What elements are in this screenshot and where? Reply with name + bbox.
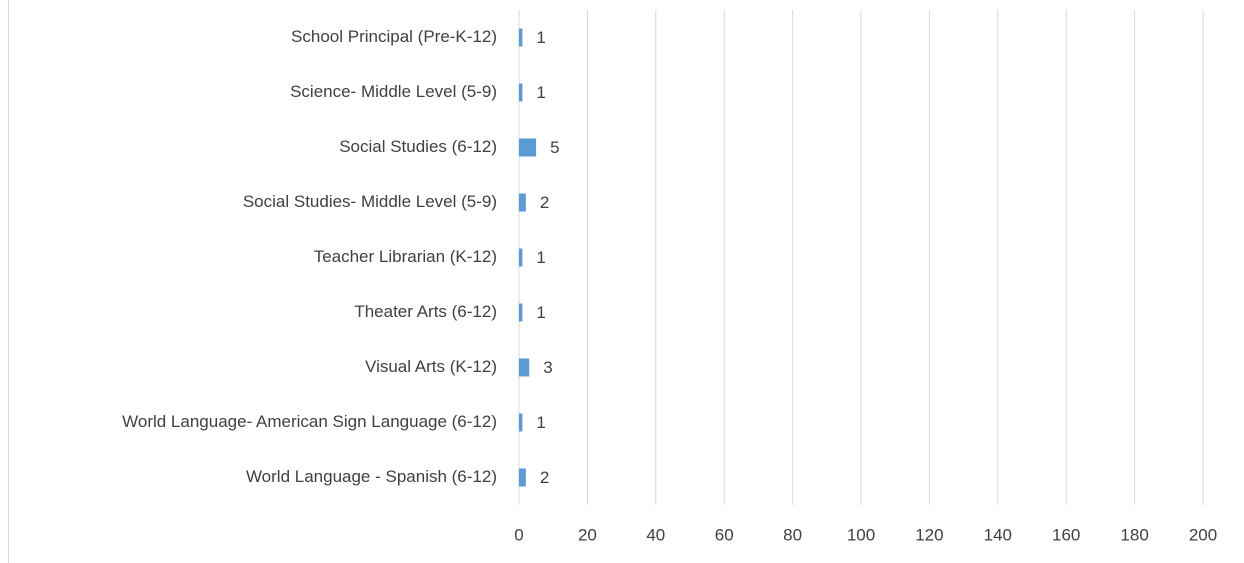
data-label: 3 (543, 358, 552, 377)
y-tick-label: Social Studies- Middle Level (5-9) (243, 192, 497, 211)
y-tick-label: School Principal (Pre-K-12) (291, 27, 497, 46)
x-tick-label: 200 (1189, 525, 1217, 544)
x-tick-label: 60 (715, 525, 734, 544)
bar (519, 83, 523, 102)
y-tick-label: Teacher Librarian (K-12) (314, 247, 497, 266)
bar (519, 413, 523, 432)
bar (519, 468, 526, 487)
data-label: 1 (536, 83, 545, 102)
data-label: 1 (536, 28, 545, 47)
data-label: 1 (536, 413, 545, 432)
bar (519, 358, 530, 377)
y-tick-label: World Language - Spanish (6-12) (246, 467, 497, 486)
x-tick-label: 180 (1120, 525, 1148, 544)
x-tick-label: 160 (1052, 525, 1080, 544)
bar (519, 248, 523, 267)
data-label: 5 (550, 138, 559, 157)
x-tick-label: 120 (915, 525, 943, 544)
bar (519, 28, 523, 47)
y-tick-label: Science- Middle Level (5-9) (290, 82, 497, 101)
x-tick-label: 100 (847, 525, 875, 544)
bar (519, 303, 523, 322)
bar (519, 193, 526, 212)
x-tick-label: 0 (514, 525, 523, 544)
x-tick-label: 40 (646, 525, 665, 544)
bar (519, 138, 537, 157)
data-label: 1 (536, 303, 545, 322)
y-tick-label: Theater Arts (6-12) (354, 302, 497, 321)
x-tick-label: 80 (783, 525, 802, 544)
x-tick-label: 20 (578, 525, 597, 544)
y-tick-label: Visual Arts (K-12) (365, 357, 497, 376)
y-tick-label: Social Studies (6-12) (339, 137, 497, 156)
data-label: 2 (540, 468, 549, 487)
data-label: 2 (540, 193, 549, 212)
y-tick-label: World Language- American Sign Language (… (122, 412, 497, 431)
x-tick-label: 140 (984, 525, 1012, 544)
data-label: 1 (536, 248, 545, 267)
